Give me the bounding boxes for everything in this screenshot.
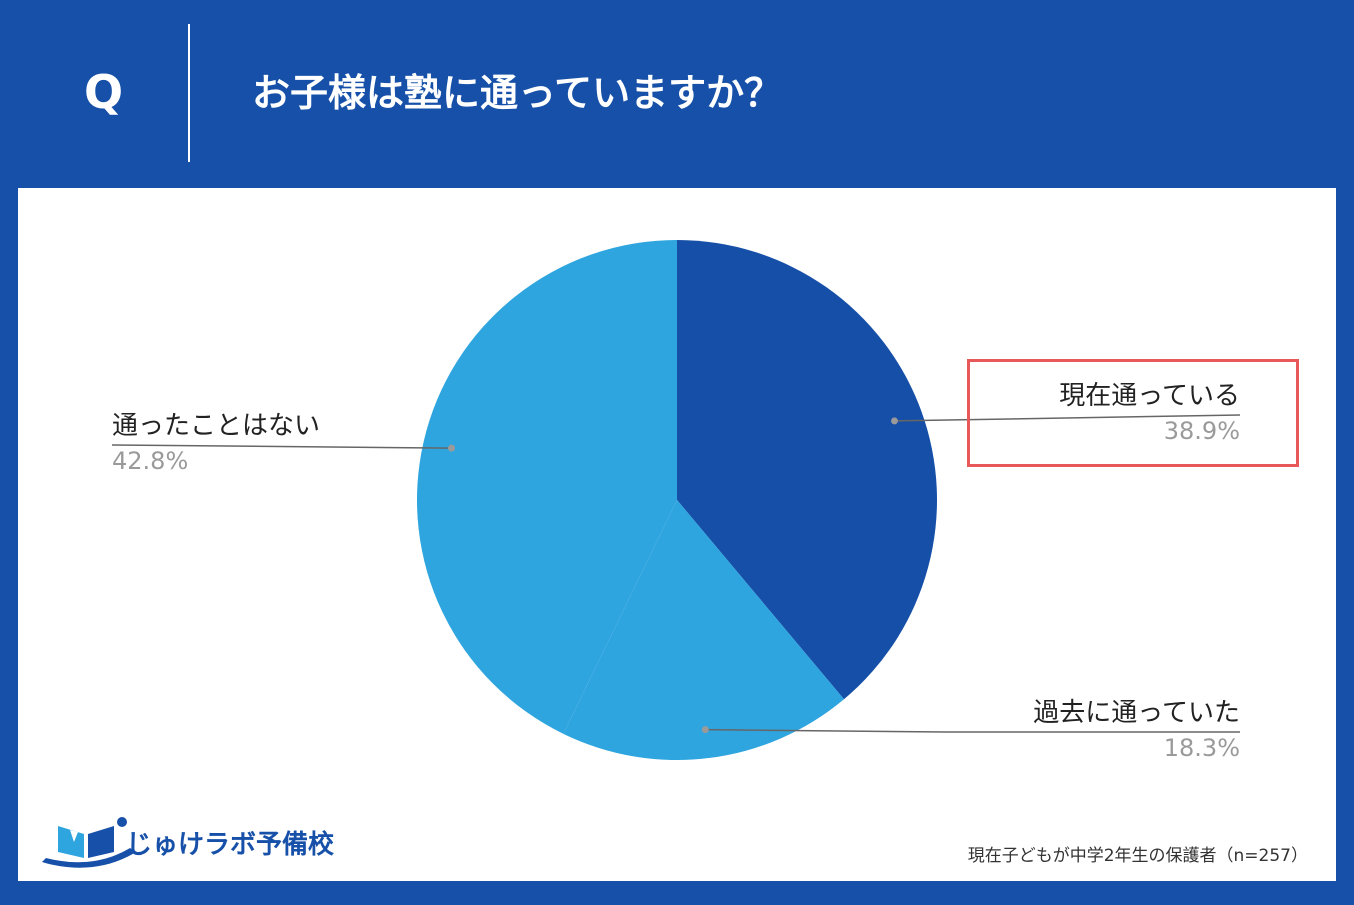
- q-mark: Q: [84, 65, 124, 119]
- slice-pct-past: 18.3%: [1163, 734, 1240, 762]
- slice-current-leader-dot: [890, 417, 898, 425]
- slice-pct-current: 38.9%: [1163, 417, 1240, 445]
- slice-label-past: 過去に通っていた: [1033, 698, 1240, 728]
- question-title: お子様は塾に通っていますか？: [252, 71, 783, 115]
- slice-never-leader-line: [111, 444, 452, 449]
- slice-past-leader-line: [705, 728, 1240, 733]
- slice-never: [417, 240, 677, 734]
- book-logo-icon: [42, 817, 136, 868]
- slice-never-leader-dot: [447, 444, 455, 452]
- slice-past: [563, 500, 844, 760]
- slice-past-leader-dot: [701, 726, 709, 734]
- sample-note: 現在子どもが中学2年生の保護者（n=257）: [967, 846, 1308, 866]
- header-divider: [188, 24, 190, 162]
- slice-pct-never: 42.8%: [112, 447, 189, 475]
- slice-label-never: 通ったことはない: [112, 411, 321, 441]
- highlight-box: [967, 359, 1299, 467]
- slice-label-current: 現在通っている: [1059, 381, 1240, 411]
- slice-current-leader-line: [894, 414, 1241, 422]
- logo-text: じゅけラボ予備校: [126, 830, 335, 860]
- slice-current: [677, 240, 937, 700]
- chart-panel: 現在通っている 38.9% 過去に通っていた 18.3% 通ったことはない 42…: [18, 188, 1336, 881]
- pie-chart: [111, 240, 1241, 760]
